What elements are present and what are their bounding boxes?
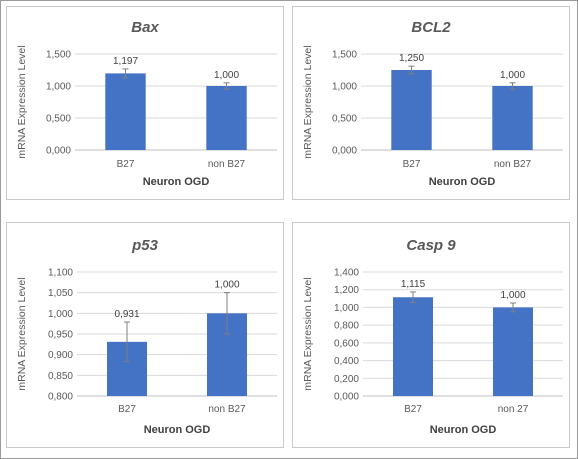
- y-axis-title: mRNA Expression Level: [16, 45, 28, 158]
- y-tick-label: 1,200: [334, 285, 359, 296]
- data-label: 1,115: [401, 279, 426, 290]
- bar: [391, 70, 432, 150]
- bar: [493, 307, 533, 396]
- chart-panel-p53: p53 0,800 0,850 0,900 0,950 1,000 1,050 1,100 0,…: [6, 222, 284, 448]
- data-label: 1,250: [399, 53, 424, 64]
- chart-title: Bax: [131, 19, 159, 36]
- chart-svg: Bax 0,000 0,500 1,000 1,500 1,197 B27 1,000 non …: [16, 19, 277, 188]
- y-tick-label: 1,000: [332, 82, 357, 93]
- y-tick-label: 0,850: [48, 371, 73, 382]
- x-tick-label: B27: [404, 404, 422, 415]
- y-tick-label: 1,000: [48, 309, 73, 320]
- x-axis-title: Neuron OGD: [144, 424, 211, 436]
- x-tick-label: B27: [117, 159, 135, 170]
- data-label: 0,931: [114, 309, 139, 320]
- y-tick-label: 1,000: [46, 82, 71, 93]
- y-tick-label: 1,500: [332, 50, 357, 61]
- y-tick-label: 1,100: [48, 268, 73, 279]
- x-axis-title: Neuron OGD: [430, 424, 497, 436]
- bar: [206, 86, 247, 150]
- x-axis-title: Neuron OGD: [429, 176, 496, 188]
- chart-panel-bax: Bax 0,000 0,500 1,000 1,500 1,197 B27 1,000 non …: [6, 6, 284, 200]
- y-tick-label: 0,000: [332, 146, 357, 157]
- y-tick-label: 0,400: [334, 356, 359, 367]
- y-tick-label: 1,000: [334, 303, 359, 314]
- y-axis-title: mRNA Expression Level: [302, 45, 314, 158]
- y-axis-title: mRNA Expression Level: [16, 277, 28, 390]
- bar: [105, 73, 146, 150]
- x-tick-label: B27: [403, 159, 421, 170]
- chart-svg: Casp 9 0,000 0,200 0,400 0,600 0,800 1,000 1,20…: [302, 237, 563, 436]
- chart-panel-bcl2: BCL2 0,000 0,500 1,000 1,500 1,250 B27 1,000 non…: [292, 6, 570, 200]
- y-tick-label: 0,000: [334, 392, 359, 403]
- chart-panel-casp9: Casp 9 0,000 0,200 0,400 0,600 0,800 1,000 1,20…: [292, 222, 570, 448]
- y-tick-label: 0,800: [48, 392, 73, 403]
- y-tick-label: 0,600: [334, 338, 359, 349]
- data-label: 1,000: [214, 280, 239, 291]
- data-label: 1,197: [113, 56, 138, 67]
- data-label: 1,000: [500, 70, 525, 81]
- x-tick-label: non B27: [208, 404, 246, 415]
- x-tick-label: non 27: [498, 404, 529, 415]
- bar: [492, 86, 533, 150]
- y-tick-label: 0,900: [48, 350, 73, 361]
- x-tick-label: non B27: [208, 159, 246, 170]
- x-tick-label: non B27: [494, 159, 532, 170]
- y-tick-label: 1,400: [334, 268, 359, 279]
- chart-title: p53: [131, 237, 159, 254]
- chart-svg: p53 0,800 0,850 0,900 0,950 1,000 1,050 1,100 0,…: [16, 237, 277, 436]
- chart-title: Casp 9: [406, 237, 456, 254]
- y-tick-label: 0,000: [46, 146, 71, 157]
- chart-svg: BCL2 0,000 0,500 1,000 1,500 1,250 B27 1,000 non…: [302, 19, 563, 188]
- y-tick-label: 0,200: [334, 374, 359, 385]
- y-tick-label: 0,500: [332, 114, 357, 125]
- y-tick-label: 1,500: [46, 50, 71, 61]
- x-tick-label: B27: [118, 404, 136, 415]
- data-label: 1,000: [500, 290, 525, 301]
- y-tick-label: 0,500: [46, 114, 71, 125]
- bar: [393, 297, 433, 396]
- y-tick-label: 0,800: [334, 321, 359, 332]
- y-axis-title: mRNA Expression Level: [302, 277, 314, 390]
- data-label: 1,000: [214, 70, 239, 81]
- y-tick-label: 1,050: [48, 288, 73, 299]
- y-tick-label: 0,950: [48, 330, 73, 341]
- chart-title: BCL2: [411, 19, 451, 36]
- x-axis-title: Neuron OGD: [143, 176, 210, 188]
